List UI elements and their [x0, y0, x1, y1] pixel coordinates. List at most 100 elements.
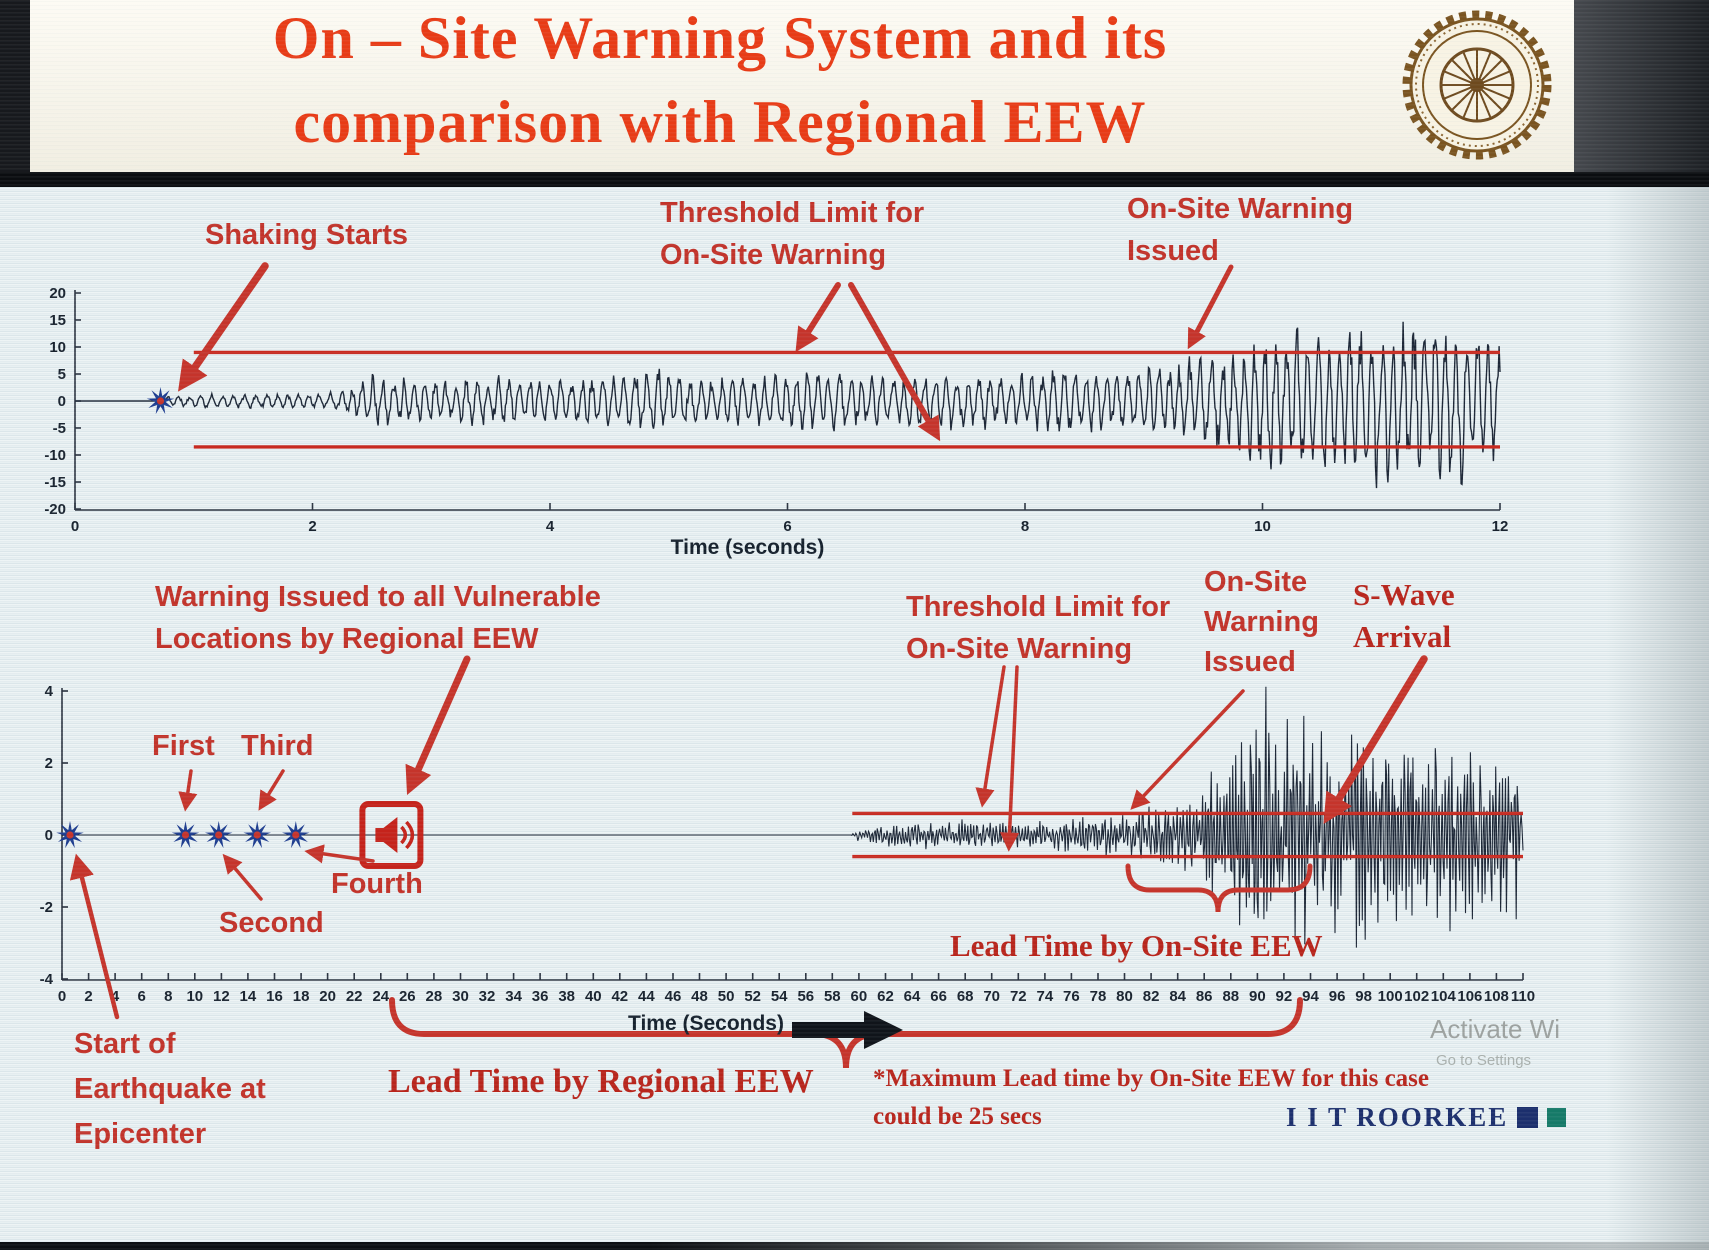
chart-onsite-accelerogram: 20 15 10 5 0 -5 -10 -15 -20 0 2 4 6 8 10 12 Time (second… [44, 285, 1508, 559]
annotation-swave-arrival: S-Wave Arrival [1353, 574, 1455, 658]
x-tick-label: 34 [505, 988, 522, 1005]
x-tick-label: 72 [1010, 988, 1027, 1005]
x-tick-label: 94 [1302, 988, 1319, 1005]
annotation-start-epicenter-line2: Earthquake at [74, 1073, 266, 1105]
x-tick-label: 56 [797, 988, 814, 1005]
x-tick-label: 78 [1090, 988, 1107, 1005]
x-tick-label: 32 [479, 988, 496, 1005]
event-star-marker [204, 821, 233, 849]
slide-title: On – Site Warning System and its compari… [130, 0, 1310, 164]
annotation-onsite-warning-issued-bottom: On-Site Warning Issued [1204, 562, 1319, 682]
x-tick-label: 4 [111, 988, 120, 1005]
annotation-start-epicenter: Start of Earthquake at Epicenter [74, 1022, 266, 1157]
event-star-marker [56, 821, 84, 849]
y-tick-label: 0 [45, 827, 53, 844]
x-tick-label: 104 [1431, 988, 1457, 1005]
activate-windows-watermark-line2: Go to Settings [1436, 1052, 1532, 1069]
y-tick-label: -15 [44, 474, 66, 491]
x-tick-label: 70 [983, 988, 1000, 1005]
x-tick-label: 88 [1222, 988, 1239, 1005]
iit-roorkee-logo [1402, 10, 1552, 160]
slide-title-line2: comparison with Regional EEW [293, 89, 1147, 155]
annotation-lead-time-onsite: Lead Time by On-Site EEW [950, 928, 1323, 963]
y-tick-label: -5 [53, 420, 66, 437]
header-divider [0, 172, 1709, 187]
x-tick-label: 68 [957, 988, 974, 1005]
annotation-warning-regional-line1: Warning Issued to all Vulnerable [155, 581, 601, 613]
x-tick-label: 0 [58, 988, 66, 1005]
x-tick-label: 2 [308, 518, 316, 535]
x-tick-label: 6 [783, 518, 791, 535]
annotation-threshold-limit-top-line1: Threshold Limit for [660, 197, 925, 229]
y-tick-label: 2 [45, 755, 53, 772]
iit-roorkee-wordmark-text: I I T ROORKEE [1286, 1102, 1509, 1132]
annotation-third: Third [241, 730, 314, 762]
annotation-onsite-warning-issued-top-line1: On-Site Warning [1127, 193, 1354, 225]
x-tick-label: 96 [1329, 988, 1346, 1005]
photo-edge-right [1574, 0, 1709, 172]
annotation-first: First [152, 730, 215, 762]
x-tick-label: 80 [1116, 988, 1133, 1005]
x-tick-label: 82 [1143, 988, 1160, 1005]
annotation-shaking-starts: Shaking Starts [205, 219, 409, 251]
x-tick-label: 40 [585, 988, 602, 1005]
x-tick-label: 106 [1457, 988, 1482, 1005]
x-tick-label: 60 [851, 988, 868, 1005]
activate-windows-watermark: Activate Wi [1430, 1014, 1561, 1044]
annotation-swave-arrival-line1: S-Wave [1353, 577, 1455, 612]
annotation-threshold-limit-bottom: Threshold Limit for On-Site Warning [906, 586, 1170, 670]
annotation-onsite-warning-issued-top: On-Site Warning Issued [1127, 188, 1353, 272]
annotation-threshold-limit-top-line2: On-Site Warning [660, 239, 887, 271]
x-tick-label: 20 [319, 988, 336, 1005]
x-tick-label: 10 [186, 988, 203, 1005]
x-tick-label: 76 [1063, 988, 1080, 1005]
brand-square-icon-1 [1517, 1107, 1539, 1128]
x-tick-label: 8 [1021, 518, 1029, 535]
annotation-threshold-limit-bottom-line2: On-Site Warning [906, 633, 1133, 665]
y-tick-label: 10 [49, 339, 66, 356]
annotation-onsite-warning-issued-bottom-line3: Issued [1204, 646, 1296, 678]
annotation-fourth: Fourth [331, 868, 423, 900]
y-tick-label: 0 [58, 393, 66, 410]
x-tick-label: 14 [240, 988, 257, 1005]
annotation-onsite-warning-issued-top-line2: Issued [1127, 235, 1219, 267]
annotation-max-lead-time-line2: could be 25 secs [873, 1103, 1042, 1130]
y-tick-label: 15 [49, 312, 66, 329]
x-tick-label: 66 [930, 988, 947, 1005]
annotation-threshold-limit-top: Threshold Limit for On-Site Warning [660, 192, 924, 276]
x-tick-label: 44 [638, 988, 655, 1005]
event-star-marker [146, 387, 175, 415]
x-tick-label: 54 [771, 988, 788, 1005]
chart-comparison-timeline: 420-2-40 2 4 6 8 10 12 14 16 18 20 22 24 26 28 30 32 34 36… [40, 683, 1535, 1005]
annotation-max-lead-time: *Maximum Lead time by On-Site EEW for th… [873, 1060, 1429, 1136]
x-tick-label: 90 [1249, 988, 1266, 1005]
event-star-marker [282, 821, 310, 849]
x-tick-label: 0 [71, 518, 79, 535]
x-tick-label: 46 [665, 988, 682, 1005]
x-tick-label: 74 [1037, 988, 1054, 1005]
x-tick-label: 102 [1404, 988, 1429, 1005]
seismic-waveform [75, 321, 1501, 489]
x-tick-label: 28 [426, 988, 443, 1005]
x-tick-label: 24 [372, 988, 389, 1005]
x-tick-label: 42 [611, 988, 628, 1005]
x-axis-label-bottom: Time (Seconds) [628, 1012, 784, 1035]
slide-header: On – Site Warning System and its compari… [0, 0, 1709, 172]
x-tick-label: 110 [1511, 988, 1535, 1005]
x-tick-label: 92 [1276, 988, 1293, 1005]
x-tick-label: 38 [558, 988, 575, 1005]
x-tick-label: 12 [213, 988, 230, 1005]
annotation-second: Second [219, 907, 324, 939]
x-tick-label: 36 [532, 988, 549, 1005]
x-tick-label: 22 [346, 988, 363, 1005]
iit-roorkee-wordmark: I I T ROORKEE [1286, 1102, 1567, 1133]
x-tick-label: 62 [877, 988, 894, 1005]
event-star-marker [243, 821, 271, 849]
annotation-onsite-warning-issued-bottom-line2: Warning [1204, 606, 1319, 638]
annotation-lead-time-regional: Lead Time by Regional EEW [388, 1063, 814, 1100]
x-tick-label: 98 [1355, 988, 1372, 1005]
x-tick-label: 2 [84, 988, 92, 1005]
x-tick-label: 16 [266, 988, 283, 1005]
x-tick-label: 48 [691, 988, 708, 1005]
x-tick-label: 4 [546, 518, 555, 535]
